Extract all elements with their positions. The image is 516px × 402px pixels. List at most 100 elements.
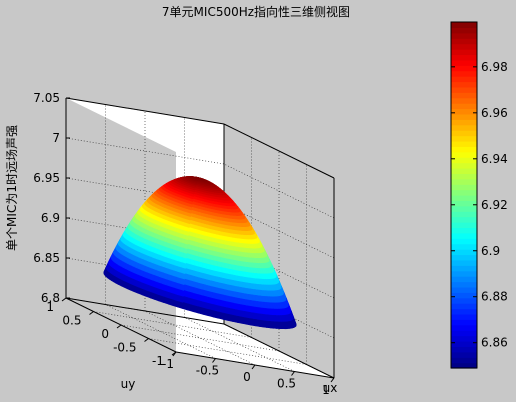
colorbar-segment bbox=[451, 189, 477, 196]
colorbar-segment bbox=[451, 297, 477, 304]
colorbar-segment bbox=[451, 270, 477, 277]
colorbar-segment bbox=[451, 146, 477, 153]
colorbar-segment bbox=[451, 22, 477, 29]
colorbar-segment bbox=[451, 92, 477, 99]
colorbar-segment bbox=[451, 43, 477, 50]
colorbar-segment bbox=[451, 200, 477, 207]
surface-patch bbox=[207, 308, 214, 318]
x-tick-label: -0.5 bbox=[196, 364, 219, 378]
surface-plot bbox=[103, 176, 297, 330]
surface-patch bbox=[212, 310, 219, 319]
x-tick-mark bbox=[291, 371, 295, 376]
y-tick-mark bbox=[61, 297, 67, 302]
colorbar-segment bbox=[451, 216, 477, 223]
colorbar-segment bbox=[451, 27, 477, 34]
y-tick-label: -1 bbox=[152, 354, 164, 368]
colorbar-tick-label: 6.88 bbox=[481, 290, 508, 304]
colorbar-tick-label: 6.86 bbox=[481, 336, 508, 350]
colorbar-tick-label: 6.92 bbox=[481, 198, 508, 212]
colorbar-segment bbox=[451, 232, 477, 239]
colorbar-segment bbox=[451, 173, 477, 180]
grid-line bbox=[184, 317, 295, 372]
colorbar-segment bbox=[451, 81, 477, 88]
grid-line bbox=[144, 310, 256, 366]
colorbar-segment bbox=[451, 140, 477, 147]
y-tick-label: -0.5 bbox=[113, 341, 136, 355]
axis-edge bbox=[223, 323, 335, 379]
z-tick-label: 6.95 bbox=[33, 171, 60, 185]
colorbar-segment bbox=[451, 249, 477, 256]
colorbar-segment bbox=[451, 211, 477, 218]
y-tick-mark bbox=[144, 338, 149, 342]
colorbar-segment bbox=[451, 59, 477, 66]
y-tick-label: 0 bbox=[101, 327, 109, 341]
axis-edge bbox=[65, 97, 225, 125]
axis-edge bbox=[65, 297, 225, 325]
x-tick-label: 0.5 bbox=[277, 377, 296, 391]
colorbar-segment bbox=[451, 243, 477, 250]
colorbar-segment bbox=[451, 330, 477, 337]
grid-line bbox=[105, 304, 216, 359]
colorbar-segment bbox=[451, 265, 477, 272]
colorbar: 6.86 6.88 6.9 6.92 6.94 6.96 6.98 bbox=[450, 21, 508, 369]
surface-patch bbox=[197, 306, 204, 315]
z-tick-label: 7 bbox=[52, 131, 60, 145]
y-tick-label: 0.5 bbox=[62, 314, 81, 328]
colorbar-segment bbox=[451, 162, 477, 169]
colorbar-segment bbox=[451, 357, 477, 364]
surface-patch bbox=[187, 303, 194, 312]
y-tick-label: 1 bbox=[46, 300, 54, 314]
colorbar-segment bbox=[451, 303, 477, 310]
colorbar-segment bbox=[451, 351, 477, 358]
surface-patch bbox=[192, 304, 199, 314]
colorbar-tick-label: 6.9 bbox=[481, 244, 500, 258]
colorbar-segment bbox=[451, 319, 477, 326]
colorbar-segment bbox=[451, 76, 477, 83]
grid-line bbox=[223, 163, 335, 219]
colorbar-segment bbox=[451, 32, 477, 39]
colorbar-segment bbox=[451, 335, 477, 342]
colorbar-segment bbox=[451, 70, 477, 77]
colorbar-segment bbox=[451, 119, 477, 126]
y-tick-mark bbox=[89, 311, 94, 315]
colorbar-segment bbox=[451, 281, 477, 288]
colorbar-segment bbox=[451, 205, 477, 212]
surface-patch bbox=[202, 307, 209, 317]
colorbar-segment bbox=[451, 151, 477, 158]
x-axis-label: ux bbox=[323, 381, 338, 395]
colorbar-segment bbox=[451, 65, 477, 72]
colorbar-segment bbox=[451, 227, 477, 234]
colorbar-segment bbox=[451, 340, 477, 347]
axis-edge bbox=[223, 123, 335, 179]
z-tick-label: 7.05 bbox=[33, 91, 60, 105]
colorbar-segment bbox=[451, 54, 477, 61]
surface-patch bbox=[182, 302, 189, 311]
colorbar-segment bbox=[451, 292, 477, 299]
x-tick-mark bbox=[212, 358, 216, 363]
colorbar-segment bbox=[451, 135, 477, 142]
colorbar-segment bbox=[451, 286, 477, 293]
colorbar-segment bbox=[451, 313, 477, 320]
colorbar-segment bbox=[451, 86, 477, 93]
colorbar-tick-label: 6.96 bbox=[481, 106, 508, 120]
colorbar-segment bbox=[451, 103, 477, 110]
colorbar-segment bbox=[451, 130, 477, 137]
colorbar-segment bbox=[451, 254, 477, 261]
colorbar-segment bbox=[451, 97, 477, 104]
colorbar-tick-label: 6.94 bbox=[481, 152, 508, 166]
y-tick-mark bbox=[116, 324, 122, 329]
colorbar-segment bbox=[451, 238, 477, 245]
z-tick-label: 6.9 bbox=[41, 211, 60, 225]
colorbar-segment bbox=[451, 195, 477, 202]
colorbar-segment bbox=[451, 222, 477, 229]
colorbar-segment bbox=[451, 308, 477, 315]
x-tick-label: 0 bbox=[243, 370, 251, 384]
colorbar-segment bbox=[451, 49, 477, 56]
colorbar-segment bbox=[451, 108, 477, 115]
colorbar-segment bbox=[451, 157, 477, 164]
colorbar-segment bbox=[451, 38, 477, 45]
colorbar-tick-label: 6.98 bbox=[481, 60, 508, 74]
colorbar-segment bbox=[451, 184, 477, 191]
colorbar-segment bbox=[451, 113, 477, 120]
